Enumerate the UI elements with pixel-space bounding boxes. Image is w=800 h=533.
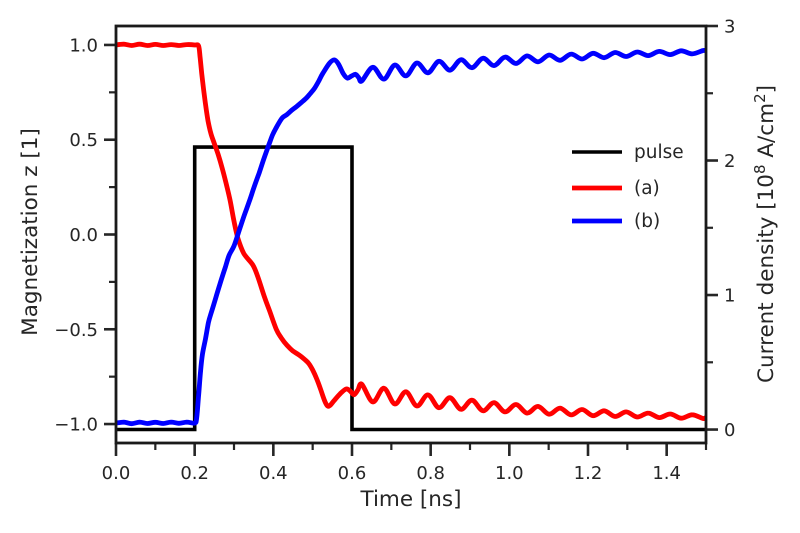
y-right-axis-tick-labels: 0 1 2 3: [724, 17, 735, 442]
y-right-tick-label: 1: [724, 286, 735, 307]
x-tick-label: 1.2: [574, 463, 603, 484]
legend-entry-b: (b): [572, 211, 660, 232]
x-tick-label: 0.0: [102, 463, 131, 484]
legend-entry-a: (a): [572, 178, 660, 199]
x-tick-label: 0.6: [338, 463, 367, 484]
y-right-axis-label: Current density [108 A/cm2]: [751, 85, 779, 383]
plot-border: [114, 24, 708, 445]
y-left-tick-label: 0.5: [69, 130, 98, 151]
legend-entry-pulse: pulse: [572, 142, 684, 163]
x-tick-label: 1.4: [652, 463, 681, 484]
y-left-tick-label: −1.0: [54, 415, 98, 436]
series-b-line: [115, 47, 708, 427]
y-left-tick-label: −0.5: [54, 320, 98, 341]
pulse-line: [116, 145, 706, 432]
y-left-tick-label: 0.0: [69, 225, 98, 246]
legend-label-b: (b): [634, 211, 660, 232]
y-left-axis-label: Magnetization z [1]: [18, 128, 43, 336]
legend-label-a: (a): [634, 178, 660, 199]
y-right-tick-label: 3: [724, 17, 735, 38]
series-a-line: [115, 41, 708, 421]
x-tick-label: 1.0: [495, 463, 524, 484]
legend: pulse (a) (b): [572, 142, 684, 232]
x-tick-label: 0.8: [416, 463, 445, 484]
y-left-tick-label: 1.0: [69, 35, 98, 56]
x-axis-label: Time [ns]: [359, 487, 461, 512]
x-tick-label: 0.2: [180, 463, 209, 484]
y-right-tick-label: 0: [724, 420, 735, 441]
x-tick-label: 0.4: [259, 463, 288, 484]
y-right-axis-ticks: [706, 24, 718, 431]
legend-label-pulse: pulse: [634, 142, 684, 163]
y-left-axis-ticks: [104, 43, 116, 426]
y-left-axis-tick-labels: 1.0 0.5 0.0 −0.5 −1.0: [54, 35, 98, 435]
y-right-tick-label: 2: [724, 151, 735, 172]
x-axis-tick-labels: 0.0 0.2 0.4 0.6 0.8 1.0 1.2 1.4: [102, 463, 681, 484]
x-axis-ticks: [114, 443, 708, 456]
